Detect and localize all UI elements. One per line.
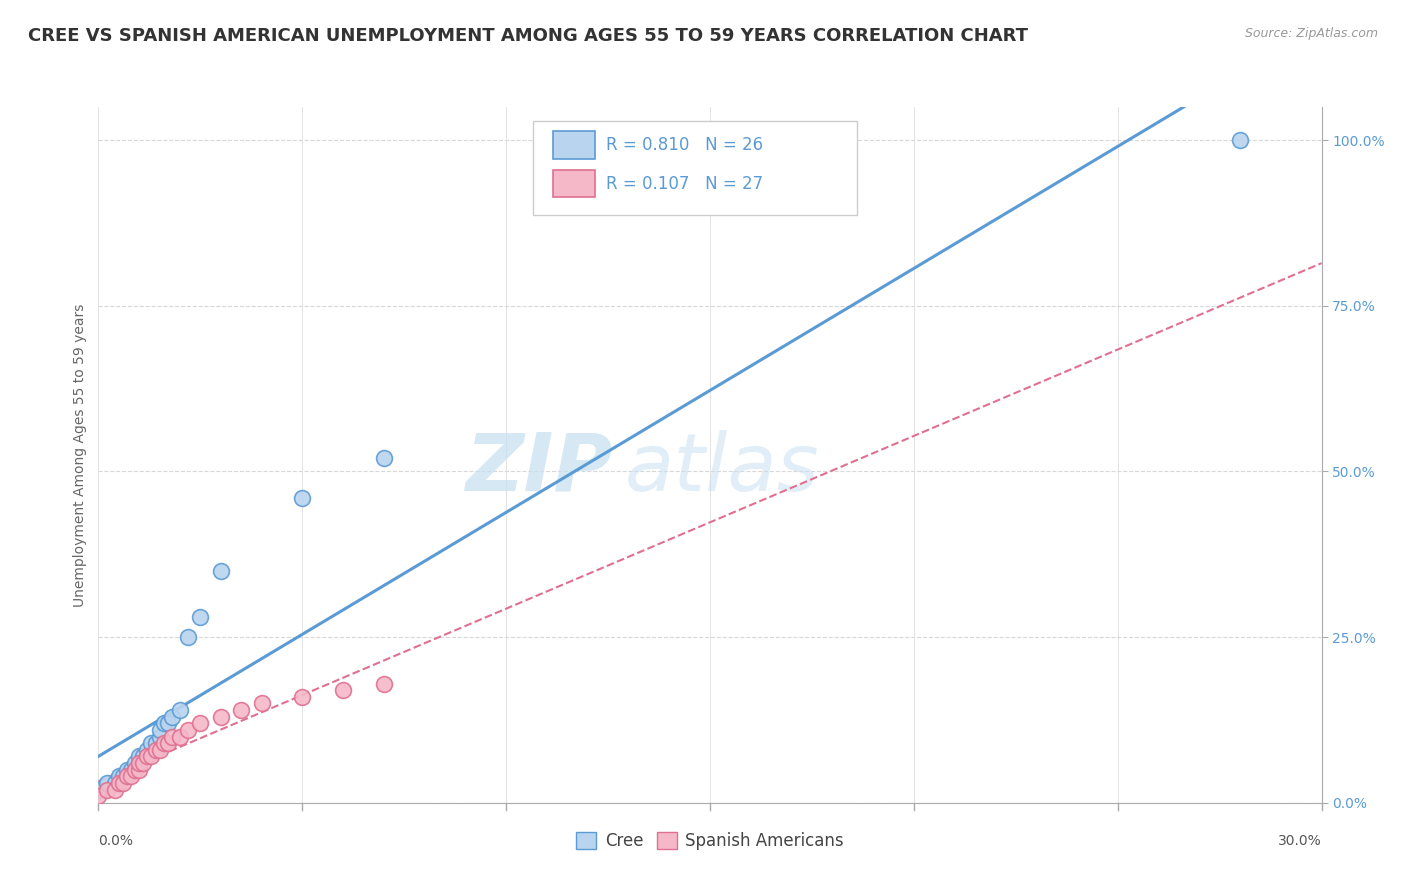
Point [108, 776, 131, 790]
Point [373, 451, 395, 466]
Point [156, 716, 179, 731]
Point [373, 676, 395, 690]
Point [209, 564, 232, 578]
Point [87, 789, 110, 804]
Point [152, 736, 174, 750]
Text: Source: ZipAtlas.com: Source: ZipAtlas.com [1244, 27, 1378, 40]
Point [149, 730, 172, 744]
Point [136, 743, 159, 757]
Point [128, 756, 150, 770]
Point [291, 690, 314, 704]
FancyBboxPatch shape [554, 131, 595, 159]
Point [124, 756, 146, 770]
Point [124, 763, 146, 777]
Point [149, 723, 172, 737]
Point [96, 782, 118, 797]
Point [132, 749, 155, 764]
Point [104, 782, 127, 797]
Text: atlas: atlas [624, 430, 820, 508]
Point [115, 763, 138, 777]
Point [120, 763, 142, 777]
Point [169, 703, 191, 717]
Point [104, 776, 127, 790]
Point [149, 743, 172, 757]
Text: R = 0.810   N = 26: R = 0.810 N = 26 [606, 136, 763, 154]
Point [128, 749, 150, 764]
Point [177, 630, 200, 644]
Point [108, 769, 131, 783]
Point [209, 709, 232, 723]
Point [87, 782, 110, 797]
Point [1229, 133, 1251, 147]
Point [111, 769, 134, 783]
Point [128, 763, 150, 777]
Point [115, 769, 138, 783]
Point [145, 736, 167, 750]
Point [160, 709, 183, 723]
Point [169, 730, 191, 744]
Point [128, 756, 150, 770]
Text: R = 0.107   N = 27: R = 0.107 N = 27 [606, 175, 763, 193]
Text: CREE VS SPANISH AMERICAN UNEMPLOYMENT AMONG AGES 55 TO 59 YEARS CORRELATION CHAR: CREE VS SPANISH AMERICAN UNEMPLOYMENT AM… [28, 27, 1028, 45]
Y-axis label: Unemployment Among Ages 55 to 59 years: Unemployment Among Ages 55 to 59 years [73, 303, 87, 607]
Point [156, 736, 179, 750]
Point [141, 749, 163, 764]
FancyBboxPatch shape [533, 121, 856, 215]
Point [152, 716, 174, 731]
Point [250, 697, 273, 711]
Point [141, 736, 163, 750]
Text: 0.0%: 0.0% [98, 834, 134, 848]
Point [231, 703, 253, 717]
Text: 30.0%: 30.0% [1278, 834, 1322, 848]
Point [188, 610, 212, 624]
FancyBboxPatch shape [554, 169, 595, 197]
Point [291, 491, 314, 505]
Point [188, 716, 212, 731]
Point [96, 776, 118, 790]
Point [136, 749, 159, 764]
Point [160, 730, 183, 744]
Point [332, 683, 354, 698]
Point [111, 776, 134, 790]
Point [120, 769, 142, 783]
Point [132, 756, 155, 770]
Point [145, 743, 167, 757]
Legend: Cree, Spanish Americans: Cree, Spanish Americans [569, 826, 851, 857]
Point [177, 723, 200, 737]
Text: ZIP: ZIP [465, 430, 612, 508]
